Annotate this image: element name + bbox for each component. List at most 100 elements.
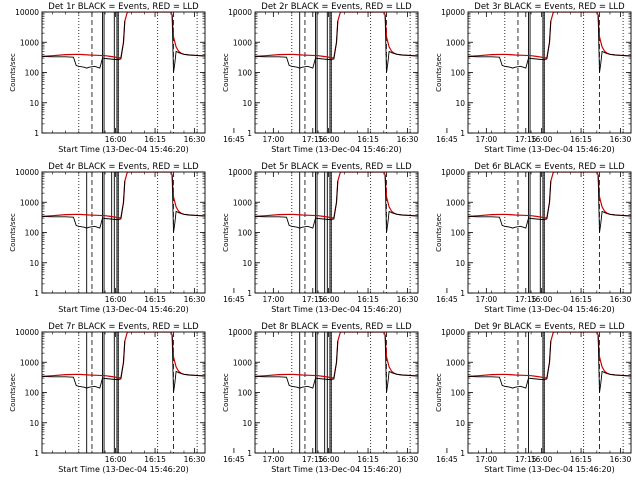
- y-tick-label: 1000: [233, 38, 252, 47]
- x-axis-label: Start Time (13-Dec-04 15:46:20): [58, 305, 189, 314]
- x-tick-label: 16:00: [105, 455, 127, 464]
- x-axis-label: Start Time (13-Dec-04 15:46:20): [271, 305, 402, 314]
- y-tick-label: 10000: [228, 8, 252, 17]
- x-tick-label: 17:15: [515, 295, 537, 304]
- panel-series: [42, 332, 205, 393]
- x-tick-label: 17:00: [476, 135, 498, 144]
- events-series-line: [255, 181, 339, 229]
- plot-frame: [41, 11, 206, 134]
- detector-panel: Det 8r BLACK = Events, RED = LLD Counts/s…: [222, 322, 537, 474]
- x-tick-label: 16:00: [318, 295, 340, 304]
- events-series-line: [468, 21, 552, 69]
- lld-series-line: [42, 12, 205, 59]
- events-series-line: [42, 341, 126, 389]
- x-tick-label: 16:45: [436, 455, 458, 464]
- x-tick-label: 16:30: [397, 295, 419, 304]
- events-series-line: [384, 334, 418, 393]
- y-tick-label: 10: [455, 259, 465, 268]
- x-tick-label: 16:15: [144, 455, 166, 464]
- lld-series-line: [42, 172, 205, 219]
- x-tick-label: 17:15: [302, 295, 324, 304]
- y-tick-label: 1000: [446, 358, 465, 367]
- y-tick-label: 10: [455, 419, 465, 428]
- lld-series-line: [468, 332, 631, 379]
- x-axis-label: Start Time (13-Dec-04 15:46:20): [484, 465, 615, 474]
- x-tick-label: 16:30: [184, 455, 206, 464]
- panel-series: [255, 332, 418, 393]
- y-tick-label: 1: [34, 129, 39, 138]
- x-tick-label: 16:30: [184, 135, 206, 144]
- events-series-line: [468, 341, 552, 389]
- y-tick-label: 100: [238, 69, 253, 78]
- x-tick-label: 16:30: [610, 455, 632, 464]
- y-axis-label: Counts/sec: [9, 213, 17, 252]
- y-tick-label: 10: [242, 259, 252, 268]
- y-tick-label: 1: [247, 129, 252, 138]
- panel-title: Det 5r BLACK = Events, RED = LLD: [261, 162, 412, 172]
- x-tick-label: 16:30: [184, 295, 206, 304]
- plot-frame: [254, 171, 419, 294]
- y-tick-label: 1000: [20, 198, 39, 207]
- y-tick-label: 100: [25, 69, 40, 78]
- detector-panel: Det 9r BLACK = Events, RED = LLD Counts/s…: [435, 322, 632, 474]
- y-tick-label: 10: [242, 419, 252, 428]
- x-tick-label: 16:00: [531, 135, 553, 144]
- x-tick-label: 16:30: [610, 295, 632, 304]
- panel-title: Det 3r BLACK = Events, RED = LLD: [474, 2, 625, 12]
- y-tick-label: 10000: [228, 168, 252, 177]
- lld-series-line: [42, 332, 205, 379]
- panel-title: Det 7r BLACK = Events, RED = LLD: [48, 322, 199, 332]
- y-tick-label: 1000: [446, 38, 465, 47]
- panel-series: [42, 172, 205, 233]
- x-tick-label: 16:15: [570, 455, 592, 464]
- x-tick-label: 16:00: [318, 135, 340, 144]
- y-tick-label: 10000: [15, 168, 39, 177]
- x-tick-label: 16:15: [357, 455, 379, 464]
- y-tick-label: 10000: [441, 168, 465, 177]
- y-tick-label: 10000: [441, 328, 465, 337]
- y-tick-label: 1: [34, 289, 39, 298]
- x-tick-label: 16:15: [144, 135, 166, 144]
- x-tick-label: 16:30: [397, 455, 419, 464]
- x-tick-label: 16:45: [436, 135, 458, 144]
- detector-panel: Det 1r BLACK = Events, RED = LLD Counts/s…: [9, 2, 324, 154]
- y-tick-label: 100: [25, 389, 40, 398]
- lld-series-line: [468, 12, 631, 59]
- y-axis-label: Counts/sec: [435, 213, 443, 252]
- y-axis-label: Counts/sec: [222, 373, 230, 412]
- y-tick-label: 100: [238, 229, 253, 238]
- plot-frame: [467, 11, 632, 134]
- x-tick-label: 16:45: [223, 135, 245, 144]
- x-tick-label: 17:00: [476, 455, 498, 464]
- x-axis-label: Start Time (13-Dec-04 15:46:20): [484, 145, 615, 154]
- y-tick-label: 1000: [233, 358, 252, 367]
- x-tick-label: 16:00: [531, 295, 553, 304]
- y-tick-label: 100: [238, 389, 253, 398]
- y-tick-label: 1000: [20, 358, 39, 367]
- plot-frame: [254, 331, 419, 454]
- x-tick-label: 16:15: [144, 295, 166, 304]
- events-series-line: [255, 341, 339, 389]
- events-series-line: [42, 21, 126, 69]
- y-axis-label: Counts/sec: [9, 373, 17, 412]
- panel-series: [468, 332, 631, 393]
- panel-series: [255, 12, 418, 73]
- events-series-line: [384, 14, 418, 73]
- x-tick-label: 16:45: [436, 295, 458, 304]
- x-tick-label: 16:45: [223, 455, 245, 464]
- panel-title: Det 4r BLACK = Events, RED = LLD: [48, 162, 199, 172]
- y-axis-label: Counts/sec: [435, 53, 443, 92]
- y-tick-label: 1000: [233, 198, 252, 207]
- x-tick-label: 17:00: [263, 455, 285, 464]
- y-tick-label: 10: [455, 99, 465, 108]
- plot-frame: [467, 171, 632, 294]
- y-tick-label: 100: [451, 389, 466, 398]
- x-axis-label: Start Time (13-Dec-04 15:46:20): [271, 145, 402, 154]
- y-tick-label: 1: [247, 449, 252, 458]
- x-axis-label: Start Time (13-Dec-04 15:46:20): [271, 465, 402, 474]
- y-axis-label: Counts/sec: [222, 213, 230, 252]
- y-axis-label: Counts/sec: [435, 373, 443, 412]
- x-tick-label: 16:00: [105, 135, 127, 144]
- detector-panel: Det 3r BLACK = Events, RED = LLD Counts/s…: [435, 2, 632, 154]
